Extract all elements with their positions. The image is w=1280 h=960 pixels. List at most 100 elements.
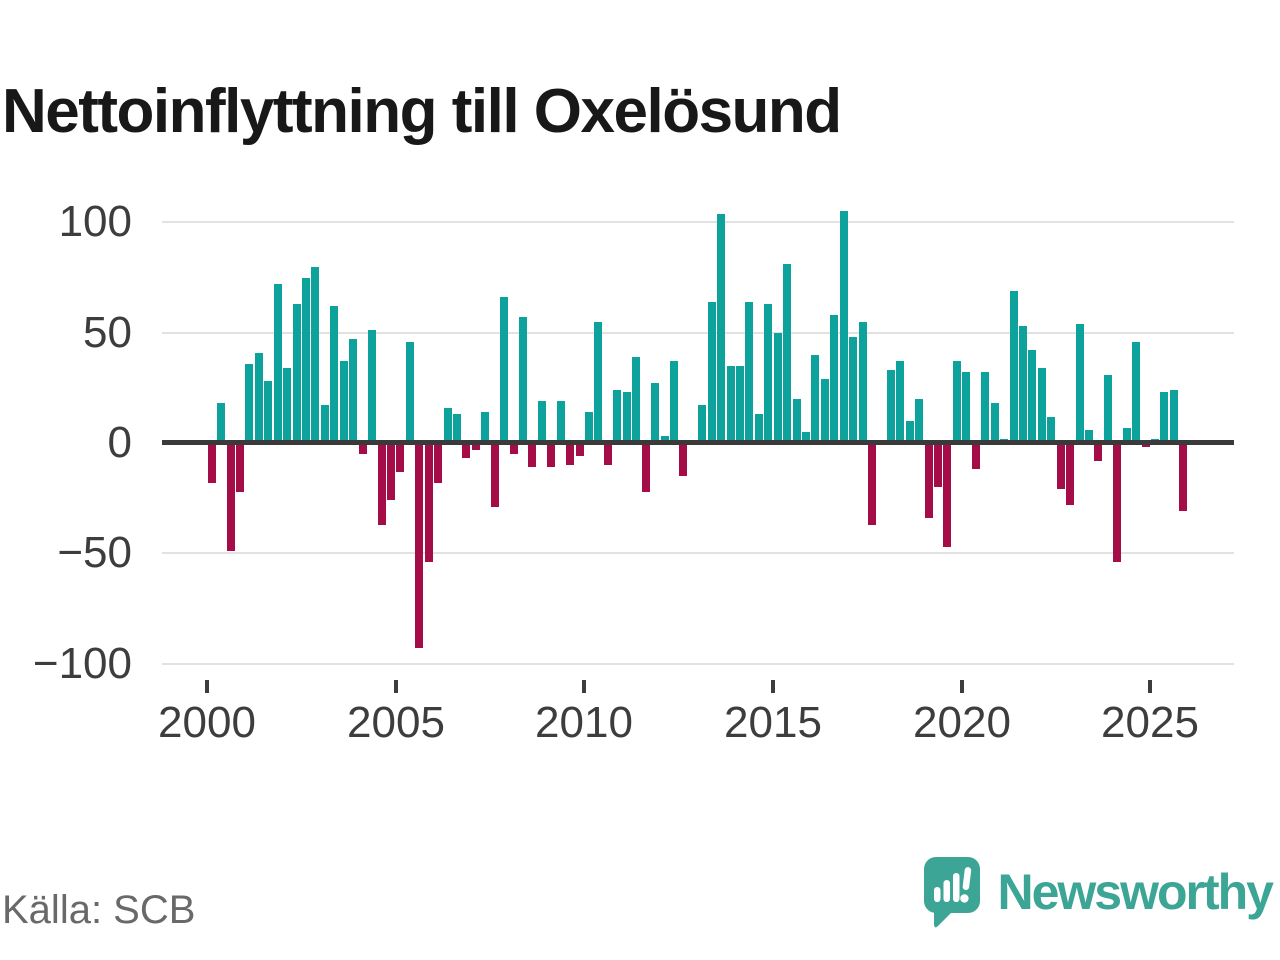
bar <box>378 443 386 525</box>
bar <box>255 353 263 443</box>
bar <box>1142 443 1150 447</box>
y-gridline <box>162 663 1234 665</box>
bar <box>311 267 319 443</box>
bar <box>302 278 310 443</box>
bar <box>745 302 753 443</box>
bar <box>387 443 395 500</box>
bar <box>887 370 895 443</box>
bar <box>830 315 838 443</box>
bar <box>981 372 989 443</box>
bar <box>528 443 536 467</box>
bar <box>415 443 423 648</box>
x-axis-tick-label: 2015 <box>724 698 822 747</box>
y-axis-tick-label: 100 <box>58 197 132 246</box>
bar <box>283 368 291 443</box>
bar <box>359 443 367 454</box>
bar <box>500 297 508 443</box>
bar <box>698 405 706 443</box>
bar <box>793 399 801 443</box>
bar <box>934 443 942 487</box>
bar <box>557 401 565 443</box>
bar <box>510 443 518 454</box>
zero-axis-line <box>162 440 1234 445</box>
bar <box>1160 392 1168 443</box>
bar <box>896 361 904 443</box>
bar <box>566 443 574 465</box>
bar <box>679 443 687 476</box>
x-axis-tick-mark <box>1148 680 1152 693</box>
bar <box>717 214 725 443</box>
newsworthy-wordmark: Newsworthy <box>997 864 1274 920</box>
bar <box>481 412 489 443</box>
bar <box>802 432 810 443</box>
bar <box>538 401 546 443</box>
bar <box>811 355 819 443</box>
y-axis-tick-label: −100 <box>32 639 132 688</box>
bar <box>594 322 602 443</box>
bar <box>642 443 650 492</box>
bar <box>1170 390 1178 443</box>
bar <box>1085 430 1093 443</box>
bar <box>840 211 848 443</box>
bar <box>972 443 980 469</box>
x-axis-tick-label: 2020 <box>913 698 1011 747</box>
chart-title: Nettoinflyttning till Oxelösund <box>2 76 842 146</box>
bar <box>396 443 404 472</box>
bar <box>962 372 970 443</box>
bar <box>783 264 791 443</box>
newsworthy-brand: Newsworthy <box>923 856 1274 928</box>
source-label: Källa: SCB <box>2 888 196 932</box>
bar <box>1094 443 1102 461</box>
bar <box>764 304 772 443</box>
bar <box>651 383 659 443</box>
bar <box>1057 443 1065 489</box>
x-axis-tick-mark <box>582 680 586 693</box>
bar <box>274 284 282 443</box>
bar <box>632 357 640 443</box>
x-axis-tick-mark <box>771 680 775 693</box>
bar <box>293 304 301 443</box>
bar <box>925 443 933 518</box>
bar <box>849 337 857 443</box>
bar <box>1076 324 1084 443</box>
x-axis-tick-mark <box>394 680 398 693</box>
x-axis-tick-mark <box>205 680 209 693</box>
bar <box>736 366 744 443</box>
y-axis-tick-label: −50 <box>57 528 132 577</box>
bar <box>321 405 329 443</box>
bar <box>340 361 348 443</box>
bar <box>1038 368 1046 443</box>
x-axis-tick-label: 2010 <box>535 698 633 747</box>
bar <box>1113 443 1121 562</box>
bar <box>1104 375 1112 443</box>
y-gridline <box>162 332 1234 334</box>
bar <box>264 381 272 443</box>
bar <box>1179 443 1187 511</box>
bar <box>1132 342 1140 443</box>
bar <box>406 342 414 443</box>
bar <box>1028 350 1036 443</box>
bar <box>349 339 357 443</box>
bar <box>519 317 527 443</box>
bar <box>859 322 867 443</box>
bar <box>547 443 555 467</box>
bar <box>330 306 338 443</box>
newsworthy-logo-icon <box>924 857 981 928</box>
bar <box>208 443 216 483</box>
bar <box>1019 326 1027 443</box>
y-gridline <box>162 221 1234 223</box>
bar <box>670 361 678 443</box>
bar <box>462 443 470 458</box>
bar <box>491 443 499 507</box>
bar <box>217 403 225 443</box>
y-axis-tick-label: 50 <box>83 308 132 357</box>
bar <box>1047 417 1055 443</box>
bar <box>236 443 244 492</box>
bar <box>444 408 452 443</box>
x-axis-tick-label: 2005 <box>347 698 445 747</box>
bar <box>472 443 480 450</box>
bar <box>604 443 612 465</box>
bar <box>953 361 961 443</box>
bar <box>576 443 584 456</box>
x-axis-tick-label: 2025 <box>1101 698 1199 747</box>
